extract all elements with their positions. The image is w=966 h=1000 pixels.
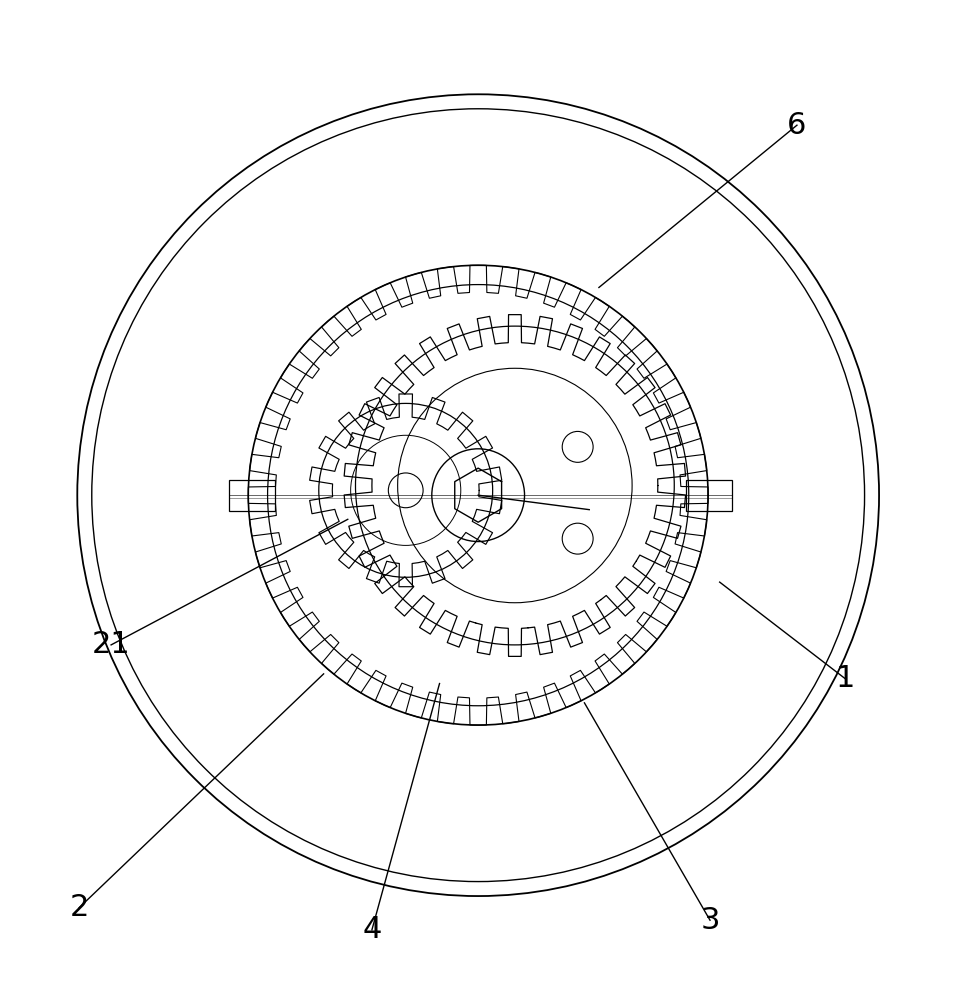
Text: 6: 6 xyxy=(787,111,807,140)
Text: 2: 2 xyxy=(70,893,89,922)
Bar xyxy=(686,480,732,511)
Text: 21: 21 xyxy=(92,630,130,659)
Text: 4: 4 xyxy=(362,915,382,944)
Text: 1: 1 xyxy=(836,664,855,693)
Text: 3: 3 xyxy=(700,906,720,935)
Bar xyxy=(229,480,275,511)
